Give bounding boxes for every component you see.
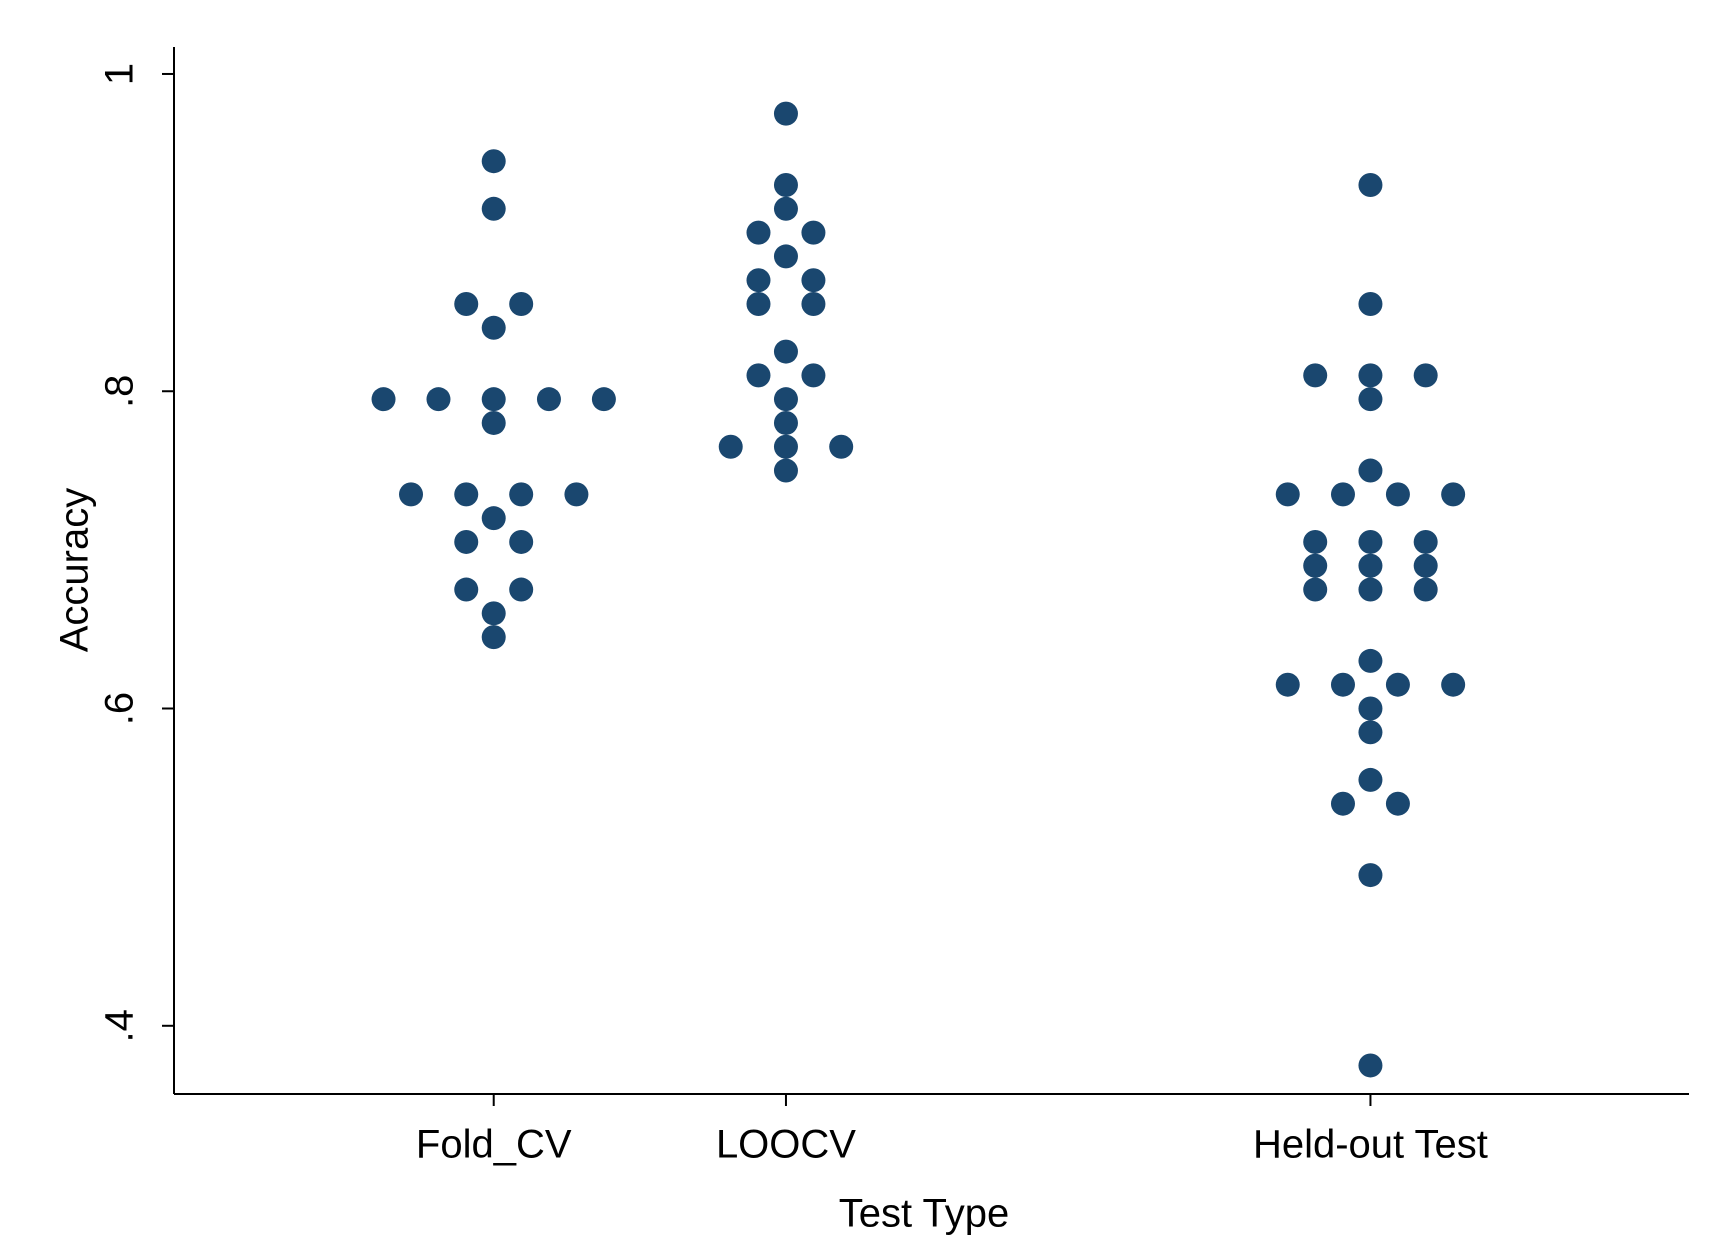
dot — [481, 387, 506, 412]
dot — [801, 268, 826, 293]
dot — [1303, 529, 1328, 554]
dot — [801, 363, 826, 388]
dot — [399, 482, 424, 507]
dot — [773, 244, 798, 269]
dot — [746, 220, 771, 245]
dot — [1358, 767, 1383, 792]
dot — [1358, 458, 1383, 483]
dot — [1303, 363, 1328, 388]
y-axis-title: Accuracy — [53, 488, 97, 653]
dot — [773, 434, 798, 459]
dot — [454, 291, 479, 316]
dot — [773, 410, 798, 435]
dot — [746, 363, 771, 388]
dot — [591, 387, 616, 412]
dot — [1358, 648, 1383, 673]
dot — [746, 268, 771, 293]
dot — [564, 482, 589, 507]
dot — [1413, 577, 1438, 602]
dot — [1330, 672, 1355, 697]
x-tick-label: Fold_CV — [416, 1123, 572, 1167]
y-tick-label: .6 — [98, 692, 142, 725]
dot — [1413, 553, 1438, 578]
plot-area — [174, 47, 1689, 1094]
dot — [426, 387, 451, 412]
dot — [1441, 482, 1466, 507]
dot — [1358, 387, 1383, 412]
dot — [1330, 791, 1355, 816]
x-tick-label: LOOCV — [716, 1123, 856, 1167]
dot — [1275, 672, 1300, 697]
dot — [481, 625, 506, 650]
y-tick-label: .4 — [98, 1009, 142, 1042]
dot — [1358, 553, 1383, 578]
dot — [773, 173, 798, 198]
dot — [829, 434, 854, 459]
dot — [509, 577, 534, 602]
dot — [481, 410, 506, 435]
x-axis-title: Test Type — [839, 1192, 1009, 1236]
dot — [1275, 482, 1300, 507]
dot — [1385, 672, 1410, 697]
dot — [801, 220, 826, 245]
dot — [454, 482, 479, 507]
dot — [718, 434, 743, 459]
dot — [773, 196, 798, 221]
dot — [1413, 529, 1438, 554]
dot — [746, 291, 771, 316]
dot — [481, 196, 506, 221]
dot — [1385, 482, 1410, 507]
dot — [481, 315, 506, 340]
dot — [454, 577, 479, 602]
dot — [1413, 363, 1438, 388]
dot — [1358, 529, 1383, 554]
dot — [509, 529, 534, 554]
dot — [1303, 577, 1328, 602]
dot — [1385, 791, 1410, 816]
y-tick-label: .8 — [98, 375, 142, 408]
dot — [1358, 863, 1383, 888]
dot — [536, 387, 561, 412]
dot — [509, 482, 534, 507]
dot — [773, 339, 798, 364]
dot — [481, 506, 506, 531]
dot — [1303, 553, 1328, 578]
dot — [1358, 720, 1383, 745]
dot — [1358, 291, 1383, 316]
y-tick-label: 1 — [98, 63, 142, 85]
dot — [1358, 696, 1383, 721]
dot — [1358, 577, 1383, 602]
dot — [1441, 672, 1466, 697]
dot — [1358, 1053, 1383, 1078]
dot — [481, 149, 506, 174]
dot — [481, 601, 506, 626]
dot — [801, 291, 826, 316]
dot — [773, 387, 798, 412]
dot — [1358, 173, 1383, 198]
dot — [1330, 482, 1355, 507]
dot — [773, 458, 798, 483]
dot — [1358, 363, 1383, 388]
dot — [371, 387, 396, 412]
dot — [454, 529, 479, 554]
dot — [773, 101, 798, 126]
x-tick-label: Held-out Test — [1253, 1123, 1488, 1167]
dot — [509, 291, 534, 316]
